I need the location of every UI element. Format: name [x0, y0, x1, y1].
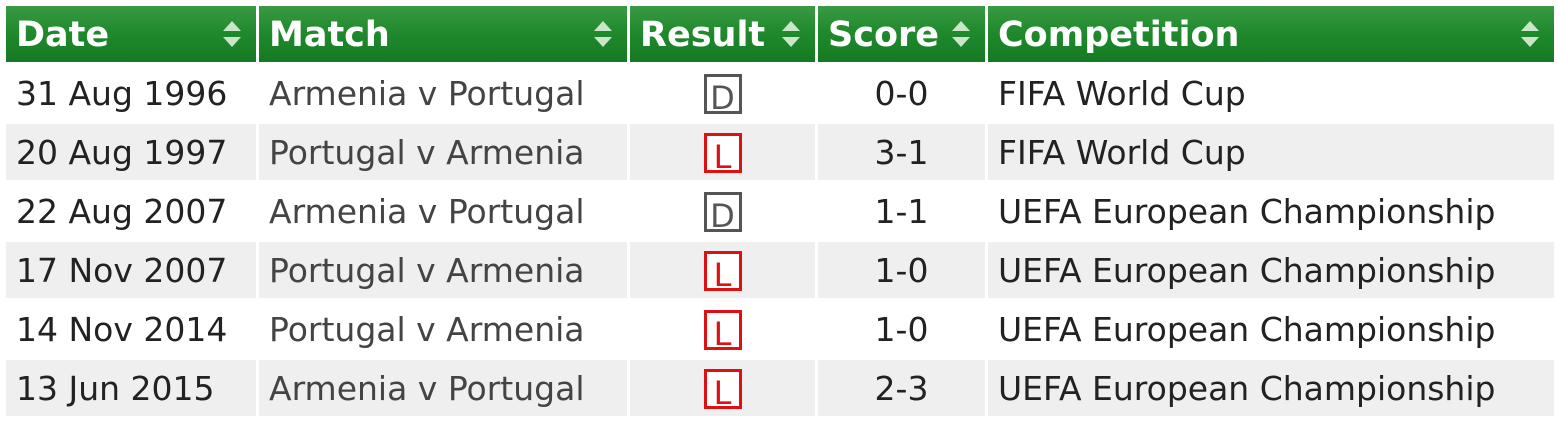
result-badge: L	[703, 309, 742, 353]
sort-arrows-icon[interactable]	[1520, 19, 1540, 49]
sort-arrows-icon[interactable]	[781, 19, 801, 49]
score-cell: 1-1	[818, 183, 985, 239]
score-cell: 0-0	[818, 65, 985, 121]
competition-cell: UEFA European Championship	[988, 183, 1554, 239]
competition-cell: UEFA European Championship	[988, 360, 1554, 416]
date-cell: 20 Aug 1997	[6, 124, 256, 180]
match-cell: Portugal v Armenia	[259, 301, 627, 357]
result-badge: L	[703, 250, 742, 294]
result-cell: D	[630, 183, 815, 239]
score-cell: 1-0	[818, 242, 985, 298]
score-cell: 1-0	[818, 301, 985, 357]
column-header-label: Date	[16, 15, 110, 55]
column-header-result[interactable]: Result	[630, 6, 815, 62]
header-row: Date Match Result Score Competition	[6, 6, 1554, 62]
result-badge: D	[703, 191, 742, 235]
competition-cell: UEFA European Championship	[988, 242, 1554, 298]
result-cell: L	[630, 301, 815, 357]
table-row: 31 Aug 1996 Armenia v Portugal D 0-0 FIF…	[6, 65, 1554, 121]
result-badge: L	[703, 368, 742, 412]
column-header-competition[interactable]: Competition	[988, 6, 1554, 62]
date-cell: 31 Aug 1996	[6, 65, 256, 121]
match-cell: Armenia v Portugal	[259, 65, 627, 121]
match-cell: Portugal v Armenia	[259, 242, 627, 298]
score-cell: 2-3	[818, 360, 985, 416]
column-header-label: Competition	[998, 15, 1240, 55]
results-table: Date Match Result Score Competition 31	[3, 3, 1557, 419]
column-header-label: Result	[640, 15, 766, 55]
table-row: 14 Nov 2014 Portugal v Armenia L 1-0 UEF…	[6, 301, 1554, 357]
table-row: 17 Nov 2007 Portugal v Armenia L 1-0 UEF…	[6, 242, 1554, 298]
result-cell: L	[630, 242, 815, 298]
column-header-label: Match	[269, 15, 390, 55]
table-row: 13 Jun 2015 Armenia v Portugal L 2-3 UEF…	[6, 360, 1554, 416]
table-row: 20 Aug 1997 Portugal v Armenia L 3-1 FIF…	[6, 124, 1554, 180]
score-cell: 3-1	[818, 124, 985, 180]
competition-cell: UEFA European Championship	[988, 301, 1554, 357]
column-header-date[interactable]: Date	[6, 6, 256, 62]
date-cell: 17 Nov 2007	[6, 242, 256, 298]
result-badge: L	[703, 132, 742, 176]
column-header-label: Score	[828, 15, 939, 55]
result-cell: L	[630, 124, 815, 180]
sort-arrows-icon[interactable]	[951, 19, 971, 49]
column-header-match[interactable]: Match	[259, 6, 627, 62]
date-cell: 22 Aug 2007	[6, 183, 256, 239]
date-cell: 13 Jun 2015	[6, 360, 256, 416]
sort-arrows-icon[interactable]	[593, 19, 613, 49]
result-cell: D	[630, 65, 815, 121]
match-cell: Armenia v Portugal	[259, 360, 627, 416]
sort-arrows-icon[interactable]	[222, 19, 242, 49]
competition-cell: FIFA World Cup	[988, 65, 1554, 121]
result-badge: D	[703, 73, 742, 117]
match-cell: Armenia v Portugal	[259, 183, 627, 239]
table-row: 22 Aug 2007 Armenia v Portugal D 1-1 UEF…	[6, 183, 1554, 239]
result-cell: L	[630, 360, 815, 416]
match-cell: Portugal v Armenia	[259, 124, 627, 180]
column-header-score[interactable]: Score	[818, 6, 985, 62]
date-cell: 14 Nov 2014	[6, 301, 256, 357]
competition-cell: FIFA World Cup	[988, 124, 1554, 180]
